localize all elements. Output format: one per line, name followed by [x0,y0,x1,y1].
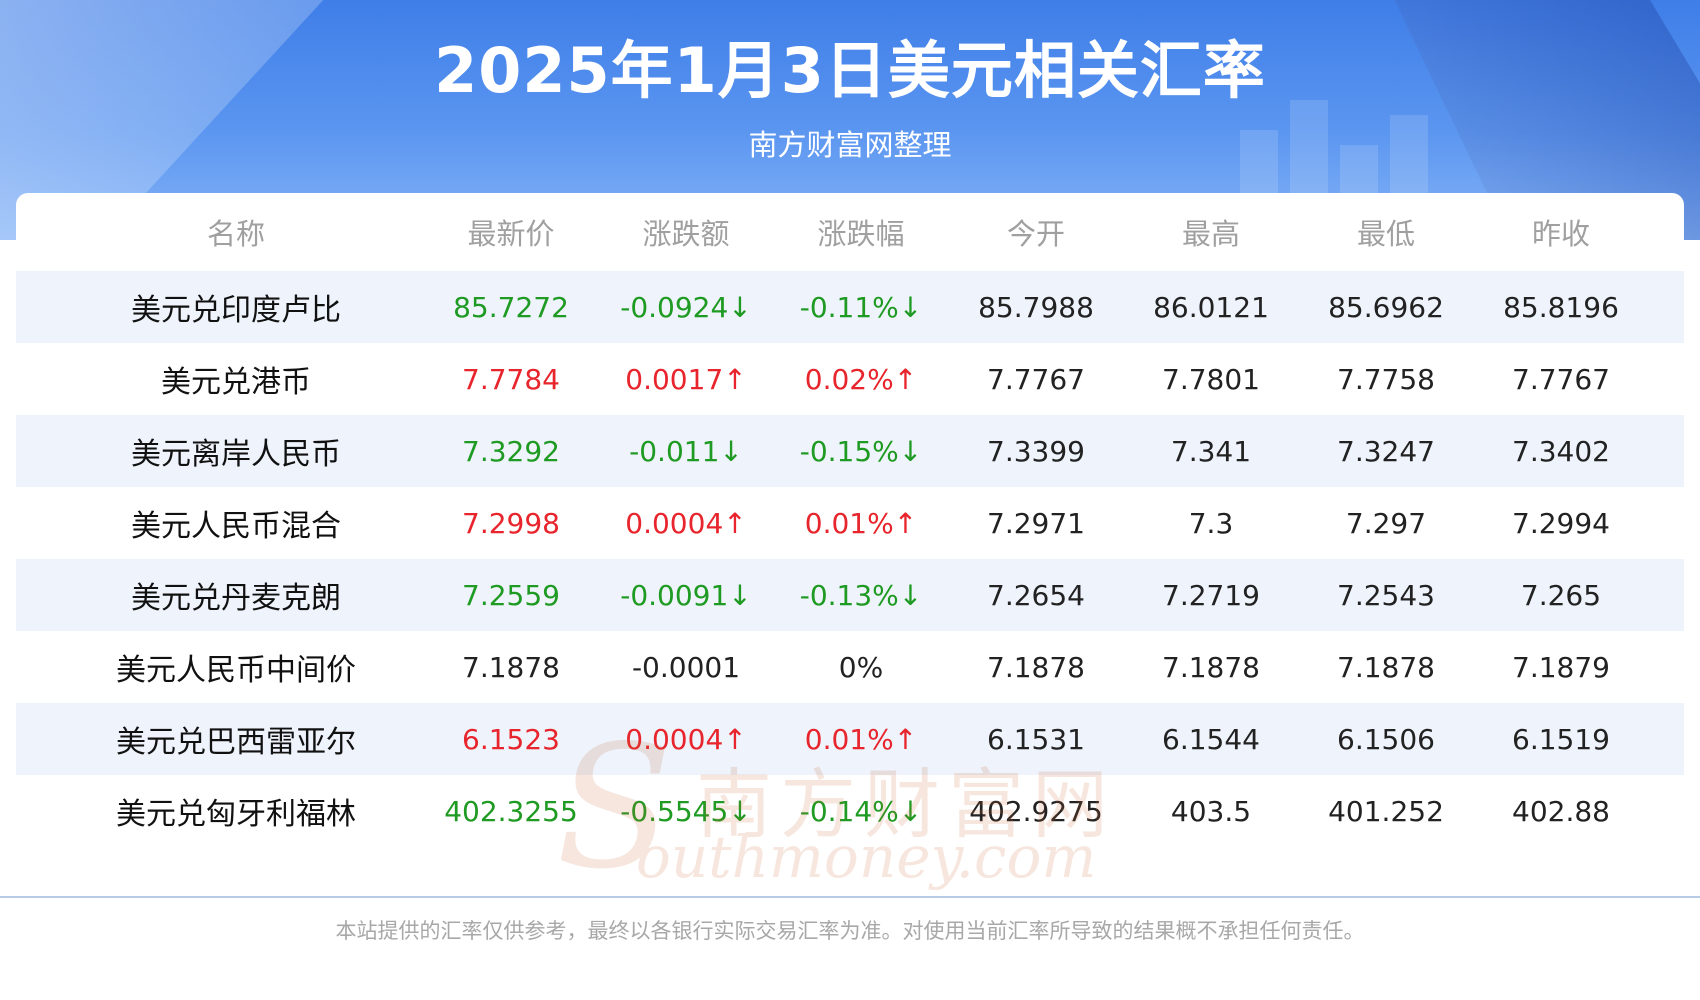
cell-change: -0.0091↓ [620,578,752,612]
cell-change-percent: -0.11%↓ [799,290,923,324]
header-low: 最低 [1356,217,1415,251]
cell-open: 6.1531 [987,722,1085,756]
cell-change-percent: 0% [838,650,884,684]
cell-low: 7.297 [1345,506,1427,540]
cell-name: 美元兑匈牙利福林 [116,797,356,832]
cell-prev-close: 402.88 [1512,794,1610,828]
cell-prev-close: 7.1879 [1512,650,1610,684]
cell-change: -0.011↓ [629,434,743,468]
cell-open: 7.1878 [987,650,1085,684]
cell-low: 6.1506 [1337,722,1435,756]
cell-open: 7.2654 [987,578,1085,612]
table-row: 美元兑印度卢比 85.7272 -0.0924↓ -0.11%↓ 85.7988 86.0… [16,271,1684,343]
cell-low: 7.1878 [1337,650,1435,684]
header-change: 涨跌额 [642,217,730,251]
header-prev-close: 昨收 [1531,217,1590,251]
cell-prev-close: 7.265 [1520,578,1602,612]
cell-low: 85.6962 [1328,290,1444,324]
cell-prev-close: 6.1519 [1512,722,1610,756]
cell-change: -0.5545↓ [620,794,752,828]
cell-latest: 7.1878 [462,650,560,684]
cell-change-percent: 0.01%↑ [804,506,918,540]
cell-prev-close: 7.3402 [1512,434,1610,468]
cell-latest: 85.7272 [453,290,569,324]
cell-high: 7.3 [1188,506,1234,540]
cell-change-percent: -0.14%↓ [799,794,923,828]
table-row: 美元人民币中间价 7.1878 -0.0001 0% 7.1878 7.1878 7.187… [16,631,1684,703]
cell-latest: 7.2559 [462,578,560,612]
table-row: 美元兑港币 7.7784 0.0017↑ 0.02%↑ 7.7767 7.7801 7.77… [16,343,1684,415]
header-name: 名称 [206,217,265,251]
cell-latest: 6.1523 [462,722,560,756]
cell-change-percent: 0.02%↑ [804,362,918,396]
cell-name: 美元兑港币 [161,365,311,400]
cell-low: 7.2543 [1337,578,1435,612]
cell-change: 0.0004↑ [625,506,747,540]
cell-prev-close: 7.7767 [1512,362,1610,396]
page-title: 2025年1月3日美元相关汇率 [434,34,1266,107]
cell-high: 403.5 [1170,794,1252,828]
cell-high: 6.1544 [1162,722,1260,756]
cell-prev-close: 85.8196 [1503,290,1619,324]
cell-prev-close: 7.2994 [1512,506,1610,540]
cell-open: 7.2971 [987,506,1085,540]
cell-open: 85.7988 [978,290,1094,324]
cell-high: 7.341 [1170,434,1252,468]
table-header: 名称 最新价 涨跌额 涨跌幅 今开 最高 最低 昨收 [16,193,1684,271]
table-row: 美元离岸人民币 7.3292 -0.011↓ -0.15%↓ 7.3399 7.341 7.… [16,415,1684,487]
cell-open: 7.7767 [987,362,1085,396]
cell-change: -0.0001 [631,650,741,684]
header-latest: 最新价 [467,217,555,251]
cell-high: 7.7801 [1162,362,1260,396]
cell-name: 美元兑丹麦克朗 [131,581,341,616]
cell-open: 402.9275 [969,794,1103,828]
cell-low: 7.3247 [1337,434,1435,468]
cell-change-percent: 0.01%↑ [804,722,918,756]
cell-low: 7.7758 [1337,362,1435,396]
header-high: 最高 [1181,217,1240,251]
rates-table: 名称 最新价 涨跌额 涨跌幅 今开 最高 最低 昨收 美元兑印度卢比 85.727… [16,193,1684,893]
cell-change: 0.0017↑ [625,362,747,396]
table-row: 美元兑巴西雷亚尔 6.1523 0.0004↑ 0.01%↑ 6.1531 6.1544 6… [16,703,1684,775]
header-change-percent: 涨跌幅 [817,217,905,251]
cell-latest: 7.3292 [462,434,560,468]
page-subtitle: 南方财富网整理 [748,128,952,162]
cell-name: 美元兑印度卢比 [131,293,341,328]
cell-low: 401.252 [1328,794,1444,828]
table-row: 美元兑丹麦克朗 7.2559 -0.0091↓ -0.13%↓ 7.2654 7.2719… [16,559,1684,631]
footer-divider [0,896,1700,898]
cell-change-percent: -0.15%↓ [799,434,923,468]
cell-change-percent: -0.13%↓ [799,578,923,612]
cell-name: 美元离岸人民币 [131,437,341,472]
header-open: 今开 [1006,217,1065,251]
cell-name: 美元人民币混合 [131,509,341,544]
cell-change: -0.0924↓ [620,290,752,324]
table-row: 美元人民币混合 7.2998 0.0004↑ 0.01%↑ 7.2971 7.3 7.297… [16,487,1684,559]
cell-high: 7.1878 [1162,650,1260,684]
table-row: 美元兑匈牙利福林 402.3255 -0.5545↓ -0.14%↓ 402.9275 4… [16,775,1684,847]
cell-open: 7.3399 [987,434,1085,468]
cell-name: 美元人民币中间价 [116,653,356,688]
cell-latest: 7.7784 [462,362,560,396]
cell-high: 7.2719 [1162,578,1260,612]
cell-change: 0.0004↑ [625,722,747,756]
cell-high: 86.0121 [1153,290,1269,324]
disclaimer-text: 本站提供的汇率仅供参考，最终以各银行实际交易汇率为准。对使用当前汇率所导致的结果… [335,919,1365,943]
cell-name: 美元兑巴西雷亚尔 [116,725,356,760]
cell-latest: 7.2998 [462,506,560,540]
cell-latest: 402.3255 [444,794,578,828]
